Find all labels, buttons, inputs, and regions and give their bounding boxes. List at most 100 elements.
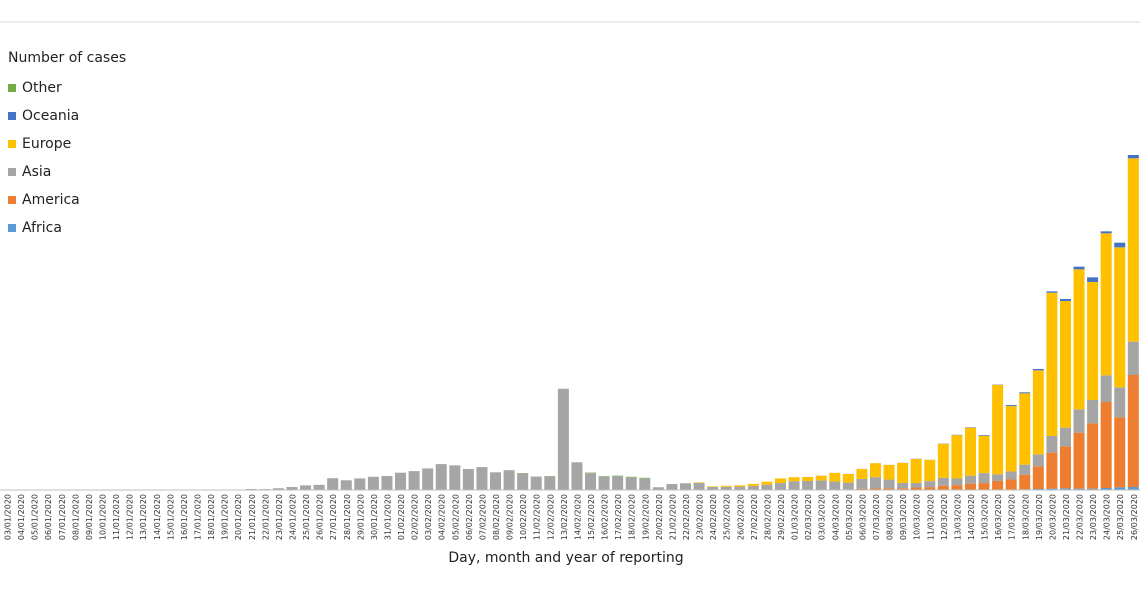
x-tick-label: 07/02/2020 <box>478 494 487 540</box>
x-tick-label: 28/01/2020 <box>343 494 352 540</box>
legend-swatch <box>8 196 16 204</box>
bar-segment <box>747 485 759 490</box>
bar-segment <box>747 483 759 486</box>
bar-segment <box>937 477 949 486</box>
x-tick-label: 15/01/2020 <box>166 494 175 540</box>
x-tick-label: 25/03/2020 <box>1116 494 1125 540</box>
bar-segment <box>1019 474 1031 490</box>
x-tick-label: 09/01/2020 <box>85 494 94 540</box>
bar-segment <box>720 485 732 487</box>
x-tick-label: 10/02/2020 <box>519 494 528 540</box>
x-tick-label: 19/02/2020 <box>641 494 650 540</box>
bar-segment <box>313 484 325 490</box>
bar-segment <box>869 463 881 478</box>
bar-segment <box>666 484 678 490</box>
bar-segment <box>612 476 624 490</box>
bar-segment <box>1114 417 1126 488</box>
bar-segment <box>1100 402 1112 488</box>
legend: Other Oceania Europe Asia America Africa <box>8 80 80 236</box>
bar-segment <box>1005 471 1017 480</box>
bar-segment <box>1032 370 1044 455</box>
bar-segment <box>1073 409 1085 433</box>
x-tick-label: 06/01/2020 <box>44 494 53 540</box>
bar-segment <box>815 480 827 490</box>
x-ticks: 03/01/2020 04/01/2020 05/01/2020 06/01/2020… <box>4 494 1139 540</box>
bar-segment <box>720 486 732 490</box>
bar-segment <box>1046 292 1058 436</box>
x-tick-label: 17/02/2020 <box>614 494 623 540</box>
bar-segment <box>897 462 909 483</box>
bar-segment <box>1087 488 1099 490</box>
bar-segment <box>652 487 664 490</box>
bar-segment <box>897 482 909 489</box>
bar-segment <box>978 435 990 474</box>
x-tick-label: 29/02/2020 <box>777 494 786 540</box>
bar-segment <box>300 485 312 490</box>
legend-label: Asia <box>22 164 51 180</box>
bar-segment <box>856 488 868 490</box>
bar-segment <box>1114 242 1126 248</box>
x-tick-label: 04/03/2020 <box>831 494 840 540</box>
legend-swatch <box>8 224 16 232</box>
x-tick-label: 13/01/2020 <box>139 494 148 540</box>
x-tick-label: 24/02/2020 <box>709 494 718 540</box>
x-tick-label: 22/02/2020 <box>682 494 691 540</box>
bar-segment <box>422 468 434 490</box>
bar-segment <box>1087 423 1099 489</box>
bar-segment <box>585 473 597 490</box>
x-tick-label: 14/02/2020 <box>573 494 582 540</box>
x-tick-label: 20/01/2020 <box>234 494 243 540</box>
x-tick-label: 03/03/2020 <box>818 494 827 540</box>
bar-segment <box>761 481 773 485</box>
bar-segment <box>490 472 502 490</box>
bar-segment <box>788 477 800 482</box>
bar-segment <box>1073 432 1085 489</box>
bar-segment <box>910 458 922 483</box>
bar-segment <box>1073 266 1085 270</box>
x-tick-label: 25/01/2020 <box>302 494 311 540</box>
x-tick-label: 17/03/2020 <box>1008 494 1017 540</box>
bar-segment <box>381 475 393 490</box>
bar-segment <box>964 427 976 476</box>
bar-segment <box>612 475 624 477</box>
bar-segment <box>1059 301 1071 428</box>
x-tick-label: 22/01/2020 <box>261 494 270 540</box>
bar-segment <box>340 480 352 490</box>
x-tick-label: 02/03/2020 <box>804 494 813 540</box>
bar-segment <box>1087 282 1099 400</box>
x-tick-label: 28/02/2020 <box>763 494 772 540</box>
bar-segment <box>1046 488 1058 490</box>
bar-segment <box>1059 427 1071 447</box>
legend-label: Africa <box>22 220 62 236</box>
bar-segment <box>408 471 420 490</box>
x-tick-label: 17/01/2020 <box>193 494 202 540</box>
bar-segment <box>978 483 990 490</box>
x-tick-label: 26/01/2020 <box>316 494 325 540</box>
legend-label: Oceania <box>22 108 79 124</box>
bar-segment <box>1100 375 1112 402</box>
x-tick-label: 10/03/2020 <box>913 494 922 540</box>
bar-segment <box>625 477 637 490</box>
bar-segment <box>476 467 488 490</box>
x-tick-label: 12/01/2020 <box>126 494 135 540</box>
bar-segment <box>734 485 746 487</box>
bar-segment <box>1059 488 1071 490</box>
x-tick-label: 23/03/2020 <box>1089 494 1098 540</box>
bar-segment <box>964 483 976 490</box>
bar-segment <box>1005 405 1017 407</box>
bar-segment <box>449 465 461 490</box>
x-tick-label: 11/01/2020 <box>112 494 121 540</box>
bar-segment <box>1019 392 1031 394</box>
x-tick-label: 27/02/2020 <box>750 494 759 540</box>
bar-segment <box>774 478 786 484</box>
x-tick-label: 16/02/2020 <box>601 494 610 540</box>
bar-segment <box>856 478 868 489</box>
x-tick-label: 05/01/2020 <box>31 494 40 540</box>
bar-segment <box>788 481 800 490</box>
x-tick-label: 11/02/2020 <box>533 494 542 540</box>
x-tick-label: 14/01/2020 <box>153 494 162 540</box>
bar-segment <box>1127 487 1139 490</box>
x-axis-title: Day, month and year of reporting <box>448 550 683 566</box>
bar-segment <box>829 481 841 490</box>
